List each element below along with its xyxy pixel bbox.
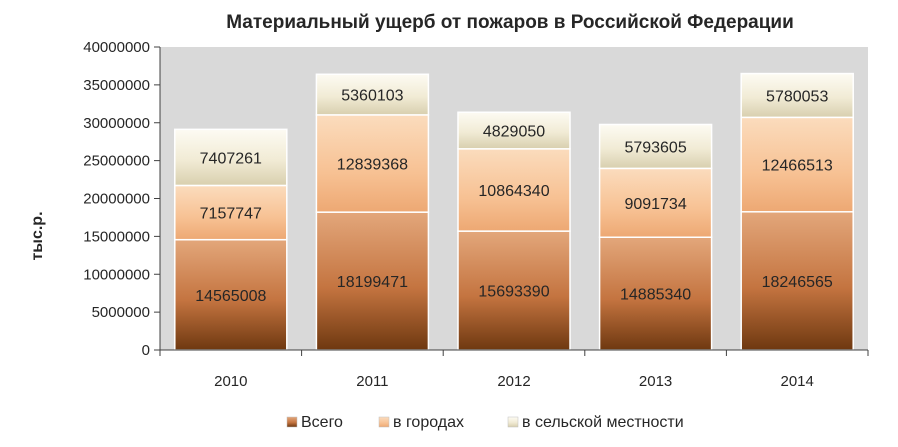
x-tick-label-2014: 2014 xyxy=(781,373,814,390)
x-tick-label-2013: 2013 xyxy=(639,373,672,390)
bar-segment-2013-s1 xyxy=(598,167,713,238)
data-label-2011-s1: 12839368 xyxy=(337,157,408,174)
x-tick-label-2012: 2012 xyxy=(497,373,530,390)
y-tick-label-15000000: 15000000 xyxy=(83,228,150,245)
bar-segment-2013-s2 xyxy=(598,123,713,170)
bar-segment-2010-s1 xyxy=(174,184,288,241)
legend-label-s1: в городах xyxy=(393,414,464,431)
data-label-2014-s2: 5780053 xyxy=(766,88,828,105)
y-tick-label-35000000: 35000000 xyxy=(83,77,150,94)
bar-segment-2013-s0 xyxy=(598,236,713,351)
legend-swatch-s0 xyxy=(286,416,298,428)
x-tick-label-2011: 2011 xyxy=(356,373,388,390)
data-label-2011-s2: 5360103 xyxy=(341,88,403,105)
bars-layer: 14565008 7157747 7407261 18199471 12839368 53… xyxy=(174,72,854,351)
data-label-2010-s2: 7407261 xyxy=(200,150,262,167)
data-label-2011-s0: 18199471 xyxy=(337,274,408,291)
legend: Всего в городах в сельской местности xyxy=(286,414,684,431)
y-tick-label-40000000: 40000000 xyxy=(83,39,150,56)
legend-label-s0: Всего xyxy=(301,414,343,431)
data-label-2012-s1: 10864340 xyxy=(478,183,549,200)
y-tick-label-25000000: 25000000 xyxy=(83,153,150,170)
bar-segment-2012-s1 xyxy=(457,148,571,232)
bar-segment-2010-s0 xyxy=(174,238,288,351)
bar-segment-2011-s2 xyxy=(315,73,430,116)
bar-segment-2014-s0 xyxy=(740,211,854,351)
y-tick-label-10000000: 10000000 xyxy=(83,266,150,283)
y-tick-label-5000000: 5000000 xyxy=(92,304,150,321)
y-tick-label-30000000: 30000000 xyxy=(83,115,150,132)
data-label-2014-s0: 18246565 xyxy=(762,274,833,291)
bar-segment-2010-s2 xyxy=(174,128,288,187)
data-label-2010-s1: 7157747 xyxy=(200,206,262,223)
legend-label-s2: в сельской местности xyxy=(522,414,684,431)
data-label-2012-s0: 15693390 xyxy=(478,284,549,301)
axis-layer: 2010 2011 2012 2013 2014 0 5000000 10000000 1500… xyxy=(83,39,869,390)
y-axis-label: тыс.р. xyxy=(29,211,46,260)
legend-swatch-s2 xyxy=(507,416,519,428)
chart-title: Материальный ущерб от пожаров в Российск… xyxy=(226,12,794,33)
data-label-2010-s0: 14565008 xyxy=(195,288,266,305)
bar-segment-2011-s0 xyxy=(315,211,430,351)
data-label-2013-s0: 14885340 xyxy=(620,287,691,304)
data-label-2013-s1: 9091734 xyxy=(624,196,686,213)
data-label-2013-s2: 5793605 xyxy=(624,139,686,156)
y-tick-label-20000000: 20000000 xyxy=(83,191,150,208)
bar-segment-2014-s1 xyxy=(740,116,854,213)
x-tick-label-2010: 2010 xyxy=(214,373,247,390)
bar-segment-2012-s2 xyxy=(457,111,571,150)
data-label-2012-s2: 4829050 xyxy=(483,124,545,141)
bar-segment-2011-s1 xyxy=(315,114,430,213)
bar-segment-2014-s2 xyxy=(740,72,854,119)
bar-segment-2012-s0 xyxy=(457,230,571,351)
data-label-2014-s1: 12466513 xyxy=(762,158,833,175)
legend-swatch-s1 xyxy=(378,416,390,428)
y-tick-label-0: 0 xyxy=(142,342,150,359)
